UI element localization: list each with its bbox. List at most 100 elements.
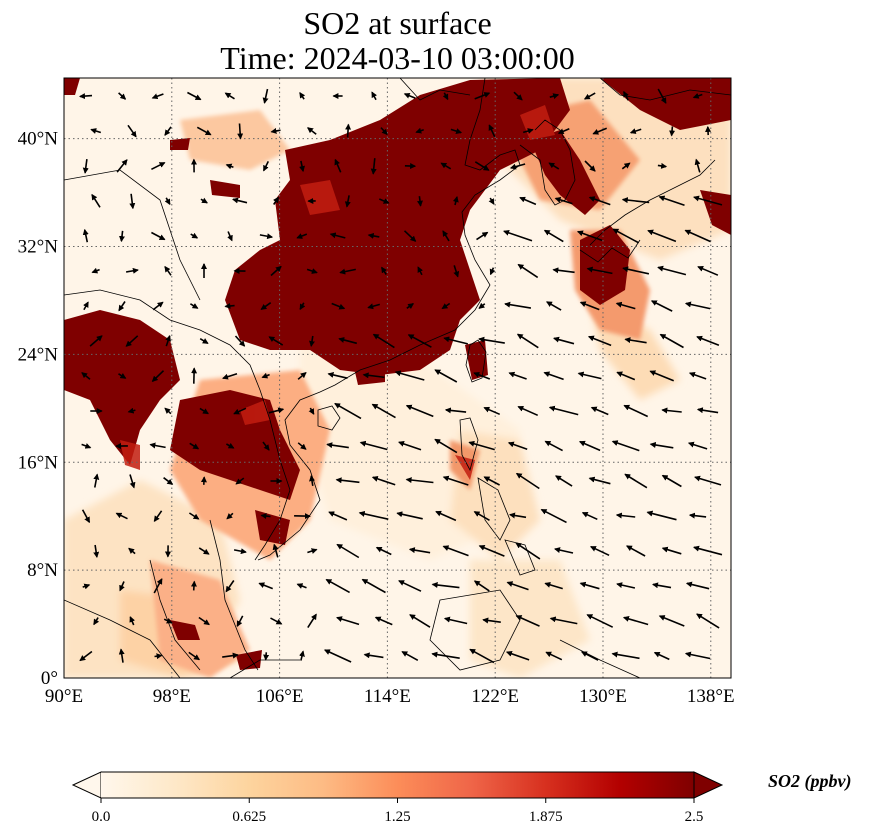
wind-arrow bbox=[688, 512, 707, 519]
wind-arrow bbox=[270, 617, 283, 625]
wind-arrow bbox=[334, 158, 342, 173]
wind-arrow bbox=[335, 477, 360, 484]
wind-arrow bbox=[657, 88, 667, 104]
wind-arrow bbox=[684, 651, 711, 660]
wind-arrow bbox=[273, 196, 279, 205]
wind-arrow bbox=[200, 197, 208, 204]
wind-arrow bbox=[262, 88, 269, 104]
wind-arrow bbox=[549, 93, 560, 100]
wind-arrow bbox=[263, 652, 270, 661]
wind-arrow bbox=[261, 372, 270, 379]
wind-arrow bbox=[592, 127, 607, 135]
wind-arrow bbox=[125, 335, 139, 347]
wind-arrow bbox=[590, 406, 609, 416]
wind-arrow bbox=[623, 90, 629, 101]
x-tick-label: 114°E bbox=[364, 686, 411, 707]
wind-arrow bbox=[82, 583, 91, 590]
map-area bbox=[64, 78, 731, 678]
wind-arrow bbox=[473, 511, 490, 521]
wind-arrow bbox=[696, 335, 720, 346]
wind-arrow bbox=[435, 510, 457, 522]
wind-arrow bbox=[621, 162, 631, 170]
wind-arrow bbox=[153, 578, 163, 594]
wind-arrow bbox=[129, 616, 136, 626]
wind-arrow bbox=[199, 407, 209, 415]
wind-arrow bbox=[89, 335, 103, 347]
wind-arrow bbox=[371, 476, 396, 486]
wind-arrow bbox=[270, 265, 282, 277]
wind-arrow bbox=[504, 301, 532, 309]
wind-arrow bbox=[696, 613, 720, 629]
wind-arrow bbox=[415, 127, 424, 134]
wind-arrow bbox=[450, 128, 463, 134]
wind-arrow bbox=[129, 193, 136, 210]
wind-arrow bbox=[508, 371, 527, 380]
wind-arrow bbox=[119, 230, 125, 243]
wind-arrow bbox=[554, 197, 573, 205]
wind-arrow bbox=[83, 301, 89, 311]
gridlines bbox=[64, 78, 731, 678]
wind-arrow bbox=[552, 267, 575, 274]
wind-arrow bbox=[235, 477, 245, 485]
wind-arrow bbox=[403, 230, 417, 242]
wind-arrow bbox=[398, 580, 422, 592]
wind-arrow bbox=[431, 651, 460, 659]
wind-arrow bbox=[405, 404, 434, 418]
wind-arrow bbox=[546, 301, 562, 311]
wind-arrow bbox=[657, 162, 668, 169]
wind-arrow bbox=[468, 440, 495, 451]
wind-arrow bbox=[692, 93, 703, 99]
wind-arrow bbox=[543, 229, 564, 243]
wind-arrow bbox=[227, 231, 233, 242]
wind-arrow bbox=[118, 372, 127, 379]
wind-arrow bbox=[578, 440, 601, 452]
wind-arrow bbox=[82, 158, 89, 174]
wind-arrow bbox=[434, 369, 458, 383]
wind-arrow bbox=[93, 544, 100, 558]
wind-arrow bbox=[258, 582, 273, 590]
x-tick-label: 138°E bbox=[687, 686, 735, 707]
wind-arrow bbox=[611, 651, 640, 660]
wind-arrow bbox=[589, 545, 610, 557]
wind-arrow bbox=[548, 162, 560, 170]
wind-arrow bbox=[545, 651, 563, 661]
wind-arrow bbox=[309, 475, 315, 487]
wind-arrow bbox=[127, 124, 137, 138]
wind-arrow bbox=[118, 301, 126, 312]
wind-arrow bbox=[233, 407, 247, 415]
wind-arrow bbox=[622, 266, 650, 275]
wind-arrow bbox=[586, 614, 614, 628]
wind-arrow bbox=[299, 650, 305, 661]
wind-arrow bbox=[222, 372, 238, 380]
wind-arrow bbox=[658, 615, 685, 627]
wind-arrow bbox=[198, 616, 210, 626]
wind-arrow bbox=[378, 198, 390, 204]
wind-arrow bbox=[344, 195, 351, 208]
colorbar-title: SO2 (ppbv) bbox=[768, 771, 852, 792]
wind-arrow bbox=[588, 196, 611, 206]
wind-arrow bbox=[587, 335, 612, 347]
wind-arrow bbox=[697, 265, 719, 276]
wind-arrow bbox=[394, 370, 425, 381]
wind-arrow bbox=[268, 336, 284, 346]
wind-arrow bbox=[296, 233, 308, 239]
y-tick-label: 16°N bbox=[18, 452, 59, 473]
wind-arrow bbox=[127, 407, 136, 414]
wind-arrow bbox=[583, 92, 596, 100]
wind-arrow bbox=[581, 651, 599, 661]
wind-arrow bbox=[473, 371, 491, 380]
wind-arrow bbox=[371, 91, 378, 101]
map-frame bbox=[63, 77, 732, 679]
wind-arrow bbox=[334, 402, 362, 420]
wind-arrow bbox=[509, 163, 526, 170]
wind-arrow bbox=[306, 268, 318, 274]
x-tick-label: 98°E bbox=[153, 686, 191, 707]
x-axis-ticks: 90°E 98°E 106°E 114°E 122°E 130°E 138°E bbox=[45, 686, 735, 707]
wind-arrow bbox=[374, 616, 393, 626]
wind-arrow bbox=[189, 303, 199, 309]
colorbar-tick-label: 1.25 bbox=[384, 809, 410, 825]
wind-arrow bbox=[297, 372, 307, 380]
wind-arrow bbox=[336, 543, 360, 559]
colorbar-max-extend bbox=[693, 771, 724, 799]
